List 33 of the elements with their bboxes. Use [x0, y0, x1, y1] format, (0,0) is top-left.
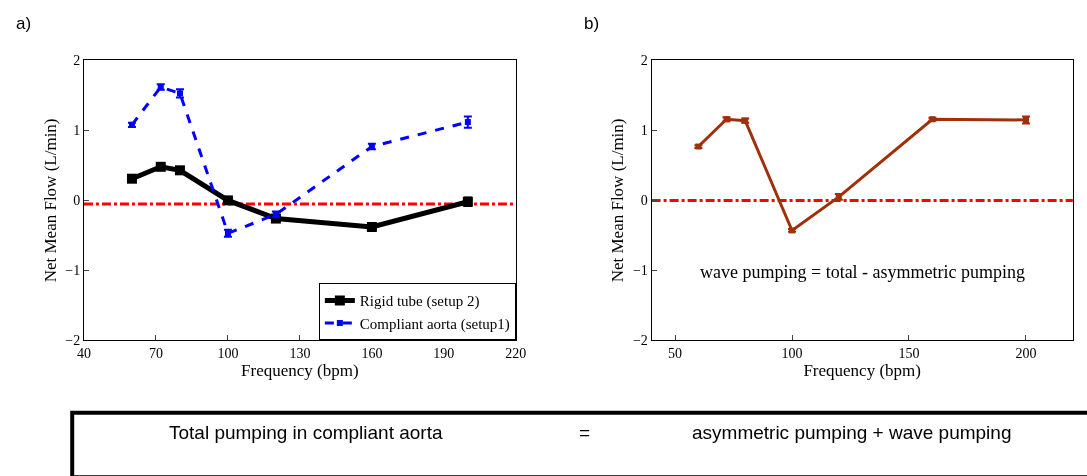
y-tick-label: 0	[640, 193, 648, 209]
x-tick-label: 150	[898, 346, 920, 362]
x-tick-label: 50	[668, 346, 683, 362]
x-axis-title: Frequency (bpm)	[241, 361, 359, 381]
legend-label: Compliant aorta (setup1)	[359, 315, 510, 333]
x-tick-label: 40	[76, 346, 91, 362]
y-axis-title: Net Mean Flow (L/min)	[608, 118, 628, 283]
x-tick-label: 100	[781, 346, 803, 362]
x-axis-title: Frequency (bpm)	[803, 361, 921, 381]
y-tick-label: −2	[65, 333, 81, 349]
y-tick-label: 1	[73, 123, 81, 139]
x-tick-label: 130	[289, 346, 311, 362]
y-tick-label: −1	[632, 263, 648, 279]
legend-label: Rigid tube (setup 2)	[359, 293, 480, 311]
chart-title: a)	[16, 14, 32, 33]
text: asymmetric pumping + wave pumping	[692, 422, 1012, 443]
annotation: wave pumping = total - asymmetric pumping	[700, 262, 1026, 282]
chart-title: b)	[584, 14, 600, 33]
x-tick-label: 160	[361, 346, 383, 362]
y-tick-label: 2	[640, 53, 648, 69]
text: =	[579, 422, 591, 443]
y-tick-label: −2	[632, 333, 648, 349]
y-tick-label: 2	[73, 53, 81, 69]
x-tick-label: 220	[505, 346, 527, 362]
y-tick-label: −1	[65, 263, 81, 279]
y-axis-title: Net Mean Flow (L/min)	[40, 118, 60, 283]
y-tick-label: 1	[640, 123, 648, 139]
text: Total pumping in compliant aorta	[169, 422, 443, 443]
x-tick-label: 190	[433, 346, 455, 362]
x-tick-label: 200	[1015, 346, 1037, 362]
x-tick-label: 100	[217, 346, 239, 362]
y-tick-label: 0	[73, 193, 81, 209]
x-tick-label: 70	[148, 346, 163, 362]
